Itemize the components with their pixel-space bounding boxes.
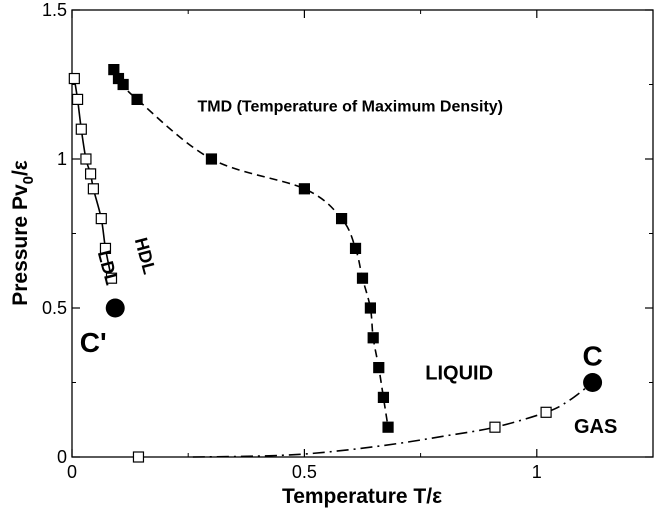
annotations: TMD (Temperature of Maximum Density) LIQU… [94,98,618,438]
x-tick-label: 0.5 [292,462,317,482]
critical-point-marker [105,298,125,318]
series-1-point [356,272,369,284]
series-0-point [80,153,92,165]
plot-frame [71,9,654,458]
x-tick-label: 0 [67,462,77,482]
series-1-point [298,183,310,195]
series-1-point [382,421,394,433]
series-1-point [117,78,129,91]
y-axis-title-subscript: 0 [20,176,37,184]
y-tick-label: 0 [57,447,67,467]
critical-point-label: C [582,341,602,372]
y-axis-title: Pressure Pv0/ε [9,160,37,306]
x-tick-label: 1 [532,462,542,482]
series-0-point [71,93,84,106]
critical-point-marker [583,373,603,392]
series-2-point [489,421,501,433]
series-0-point [68,72,80,85]
series-markers [68,63,552,463]
annotation-ldl: LDL [94,248,122,287]
series-1-point [205,153,218,165]
series-1-point [349,242,362,254]
y-axis-title-prefix: Pressure Pv [9,184,32,306]
series-0-point [87,183,99,195]
series-0-point [105,272,118,284]
y-axis-title-suffix: /ε [9,160,32,176]
x-axis-title: Temperature T/ε [282,485,442,508]
axis-ticks: 0 0.5 1 0 0.5 1 1.5 [42,0,654,482]
annotation-tmd: TMD (Temperature of Maximum Density) [197,98,503,115]
critical-points: C' C [80,298,603,392]
series-1-point [373,362,385,374]
series-1-point [335,213,348,225]
series-1-line [113,69,389,428]
annotation-liquid: LIQUID [425,363,493,385]
series-1-point [131,93,143,106]
series-1-point [367,332,379,344]
series-0-point [84,168,97,180]
y-tick-label: 0.5 [42,298,67,318]
critical-point-label: C' [80,327,107,358]
series-1-point [364,302,377,314]
series-0-point [75,123,87,135]
y-tick-label: 1 [57,149,67,169]
series-0-point [99,242,112,254]
annotation-gas: GAS [574,416,617,438]
series-2-point [132,451,145,463]
series-1-point [377,391,390,403]
series-2-line [192,381,594,458]
y-tick-label: 1.5 [42,0,67,20]
annotation-hdl: HDL [131,235,160,276]
series-0-point [95,213,107,225]
series-2-point [540,406,552,418]
